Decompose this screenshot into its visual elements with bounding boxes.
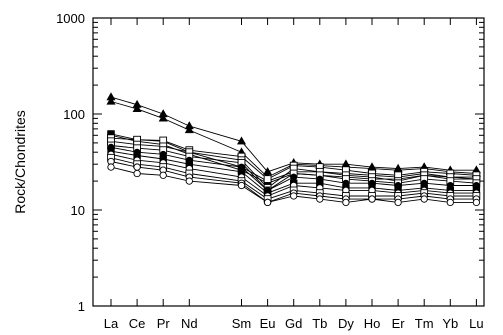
data-point (290, 192, 298, 200)
series-13 (107, 163, 481, 207)
data-point (159, 171, 167, 179)
data-point (133, 169, 141, 178)
y-ticks (93, 17, 484, 307)
series-line (110, 96, 477, 173)
data-point (263, 175, 272, 183)
series-line (110, 153, 477, 197)
x-tick-label: Dy (338, 316, 354, 331)
data-point (158, 113, 168, 122)
data-point (106, 96, 116, 105)
data-point (184, 125, 194, 134)
x-tick-label: Nd (181, 316, 198, 331)
data-point (185, 177, 193, 185)
series-line (110, 145, 477, 191)
data-point (446, 198, 454, 207)
data-point (263, 198, 272, 207)
data-point (107, 163, 115, 171)
x-tick-label: Lu (469, 316, 483, 331)
data-point (290, 173, 298, 181)
series-line (110, 166, 477, 203)
data-point (342, 198, 350, 207)
series-line (110, 140, 477, 189)
plot-frame (92, 17, 485, 307)
series-line (110, 146, 477, 191)
data-point (472, 198, 481, 207)
x-tick-label: Er (392, 316, 406, 331)
data-point (236, 136, 247, 145)
x-tick-label: Sm (232, 316, 252, 331)
x-tick-label: Gd (285, 316, 302, 331)
x-tick-label: Eu (260, 316, 276, 331)
x-tick-label: Tm (415, 316, 434, 331)
y-tick-label: 1000 (56, 11, 85, 26)
data-point (420, 195, 428, 203)
x-tick-label: Yb (442, 316, 458, 331)
x-tick-label: Pr (157, 316, 171, 331)
data-point (316, 195, 324, 203)
data-point (394, 198, 402, 207)
series-line (110, 150, 477, 194)
series-line (110, 137, 477, 180)
data-point (132, 104, 142, 113)
series-line (110, 161, 477, 203)
series-line (110, 133, 477, 182)
y-tick-label: 10 (71, 203, 85, 218)
series-line (110, 157, 477, 200)
x-tick-label: Ce (129, 316, 146, 331)
y-axis-label: Rock/Chondrites (12, 110, 28, 214)
x-tick-label: La (104, 316, 119, 331)
y-tick-label: 1 (78, 299, 85, 314)
x-tick-label: Tb (312, 316, 327, 331)
data-point (237, 181, 246, 190)
data-point (133, 163, 141, 171)
series-line (110, 101, 477, 178)
data-point (368, 195, 376, 203)
y-tick-label: 100 (63, 107, 85, 122)
x-tick-label: Ho (364, 316, 381, 331)
